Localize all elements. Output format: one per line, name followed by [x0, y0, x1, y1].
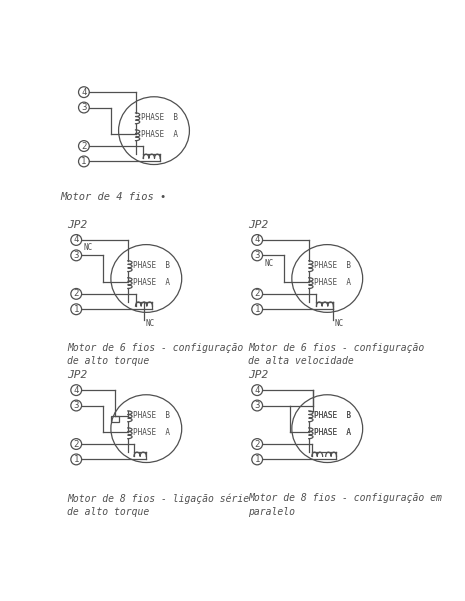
Text: PHASE  A: PHASE A	[314, 278, 351, 287]
Text: PHASE  B: PHASE B	[314, 261, 351, 270]
Text: PHASE  B: PHASE B	[141, 113, 178, 122]
Text: PHASE  A: PHASE A	[133, 278, 170, 287]
Text: 4: 4	[254, 386, 260, 395]
Text: Motor de 8 fios - ligação série
de alto torque: Motor de 8 fios - ligação série de alto …	[67, 493, 249, 517]
Text: PHASE  B: PHASE B	[133, 411, 170, 420]
Text: 1: 1	[81, 157, 86, 166]
Text: PHASE  B: PHASE B	[314, 411, 351, 420]
Text: 2: 2	[254, 289, 260, 298]
Text: NC: NC	[84, 243, 93, 252]
Text: 2: 2	[73, 439, 79, 448]
Text: 4: 4	[73, 236, 79, 245]
Text: 2: 2	[73, 289, 79, 298]
Text: 1: 1	[254, 455, 260, 464]
Text: 3: 3	[81, 103, 86, 112]
Text: Motor de 4 fios •: Motor de 4 fios •	[60, 192, 166, 203]
Text: NC: NC	[265, 258, 274, 267]
Text: JP2: JP2	[67, 219, 87, 230]
Text: Motor de 6 fios - configuração
de alta velocidade: Motor de 6 fios - configuração de alta v…	[248, 343, 424, 367]
Text: PHASE  A: PHASE A	[314, 428, 351, 437]
Text: 3: 3	[254, 401, 260, 410]
Text: PHASE  B: PHASE B	[133, 261, 170, 270]
Text: JP2: JP2	[67, 370, 87, 380]
Text: Motor de 8 fios - configuração em
paralelo: Motor de 8 fios - configuração em parale…	[248, 493, 442, 516]
Text: Motor de 6 fios - configuração
de alto torque: Motor de 6 fios - configuração de alto t…	[67, 343, 243, 367]
Text: 3: 3	[73, 401, 79, 410]
Text: JP2: JP2	[248, 219, 268, 230]
Text: 4: 4	[73, 386, 79, 395]
Text: 1: 1	[254, 305, 260, 314]
Text: PHASE  A: PHASE A	[133, 428, 170, 437]
Text: 2: 2	[254, 439, 260, 448]
Text: 4: 4	[254, 236, 260, 245]
Text: 1: 1	[73, 455, 79, 464]
Text: 3: 3	[73, 251, 79, 260]
Bar	[111, 415, 119, 422]
Text: 3: 3	[254, 251, 260, 260]
Text: 1: 1	[73, 305, 79, 314]
Text: PHASE  B: PHASE B	[314, 411, 351, 420]
Text: JP2: JP2	[248, 370, 268, 380]
Text: NC: NC	[146, 319, 155, 328]
Text: PHASE  A: PHASE A	[314, 428, 351, 437]
Text: PHASE  A: PHASE A	[141, 130, 178, 139]
Text: NC: NC	[335, 319, 344, 328]
Text: 4: 4	[81, 88, 86, 97]
Text: 2: 2	[81, 142, 86, 150]
